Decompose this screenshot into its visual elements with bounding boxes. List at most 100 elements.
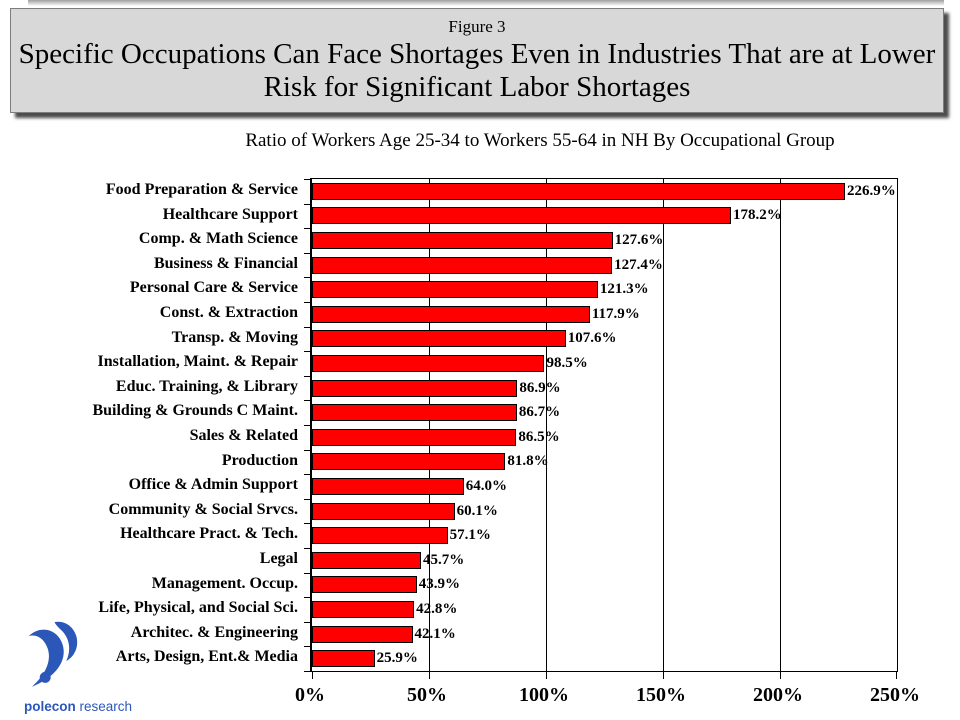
bar xyxy=(312,256,613,274)
bar-value-label: 121.3% xyxy=(599,281,649,298)
x-tick xyxy=(546,672,547,679)
bar-value-label: 117.9% xyxy=(591,305,640,322)
bar-value-label: 226.9% xyxy=(846,182,896,199)
polecon-logo xyxy=(10,608,96,705)
category-label: Legal xyxy=(259,550,298,567)
bar-value-label: 64.0% xyxy=(465,478,507,494)
x-tick xyxy=(312,672,313,679)
y-tick xyxy=(304,351,310,353)
category-label: Transp. & Moving xyxy=(171,328,298,346)
bar-value-label: 86.5% xyxy=(518,428,560,445)
bar-value-label: 60.1% xyxy=(456,502,498,519)
bar xyxy=(312,527,448,545)
bar xyxy=(312,355,545,372)
bar-value-label: 45.7% xyxy=(422,551,465,568)
bar xyxy=(312,305,590,323)
category-label: Const. & Extraction xyxy=(159,304,298,321)
category-label: Building & Grounds C Maint. xyxy=(92,402,298,420)
category-label: Architec. & Engineering xyxy=(130,623,298,641)
bar-value-label: 81.8% xyxy=(507,453,549,470)
bar xyxy=(312,453,506,471)
y-tick xyxy=(304,179,310,180)
figure-label: Figure 3 xyxy=(448,17,506,36)
bar-value-label: 43.9% xyxy=(418,576,460,593)
chart-subtitle: Ratio of Workers Age 25-34 to Workers 55… xyxy=(245,130,835,151)
category-label: Management. Occup. xyxy=(151,574,298,592)
y-tick xyxy=(304,646,310,648)
bar-value-label: 57.1% xyxy=(449,527,491,544)
y-tick xyxy=(304,523,310,525)
bar xyxy=(312,551,421,569)
polecon-logo-text: polecon research xyxy=(24,699,132,714)
x-axis-labels: 0% 50% 100% 150% 200% 250% xyxy=(295,684,920,712)
y-tick xyxy=(304,425,310,426)
category-label: Sales & Related xyxy=(189,427,298,444)
y-tick xyxy=(304,400,310,402)
bar xyxy=(312,478,464,495)
y-tick xyxy=(304,375,310,377)
y-tick xyxy=(304,572,310,574)
y-tick xyxy=(304,548,310,549)
category-label: Community & Social Srvcs. xyxy=(108,500,298,518)
bar xyxy=(312,625,413,643)
bar-value-label: 127.4% xyxy=(614,256,663,273)
y-tick xyxy=(304,449,310,451)
x-tick xyxy=(780,672,781,679)
category-label: Production xyxy=(221,451,298,469)
y-tick xyxy=(304,498,310,500)
x-tick-label: 0% xyxy=(295,684,325,706)
x-tick xyxy=(663,672,664,679)
category-label: Business & Financial xyxy=(153,254,298,272)
gridline xyxy=(546,179,547,671)
y-tick xyxy=(304,302,310,303)
x-tick-label: 50% xyxy=(407,684,447,706)
bar xyxy=(312,428,517,446)
category-label: Personal Care & Service xyxy=(129,279,298,297)
bar xyxy=(312,404,517,422)
category-axis: Food Preparation & Service Healthcare Sup… xyxy=(0,178,303,670)
gridline xyxy=(429,179,430,671)
bar-value-label: 42.8% xyxy=(416,601,458,617)
category-label: Healthcare Pract. & Tech. xyxy=(120,525,298,543)
y-tick xyxy=(304,474,310,476)
bar xyxy=(312,182,845,200)
bar-value-label: 178.2% xyxy=(732,207,782,224)
y-tick xyxy=(304,597,310,599)
y-tick xyxy=(304,671,310,672)
y-tick xyxy=(304,277,310,279)
bar xyxy=(312,207,731,225)
category-label: Educ. Training, & Library xyxy=(115,377,298,395)
bar-value-label: 86.7% xyxy=(518,404,561,421)
x-tick-label: 150% xyxy=(636,684,686,706)
category-label: Installation, Maint. & Repair xyxy=(97,353,298,371)
bar-value-label: 86.9% xyxy=(519,379,561,396)
category-label: Office & Admin Support xyxy=(128,476,298,494)
page-title: Specific Occupations Can Face Shortages … xyxy=(18,38,936,104)
bar xyxy=(312,601,415,618)
x-tick xyxy=(896,672,897,679)
bar-value-label: 107.6% xyxy=(567,330,617,347)
gridline xyxy=(663,179,664,671)
bar xyxy=(312,330,566,348)
x-tick-label: 100% xyxy=(519,684,569,706)
title-box: Figure 3 Specific Occupations Can Face S… xyxy=(10,8,944,113)
bar xyxy=(312,650,375,668)
category-label: Comp. & Math Science xyxy=(138,230,298,248)
bar-value-label: 42.1% xyxy=(414,625,456,642)
bar xyxy=(312,232,613,249)
y-tick xyxy=(304,326,310,328)
category-label: Arts, Design, Ent.& Media xyxy=(115,648,298,666)
y-tick xyxy=(304,228,310,230)
x-tick-label: 200% xyxy=(753,684,803,706)
y-tick xyxy=(304,252,310,254)
bar-value-label: 127.6% xyxy=(614,232,664,248)
x-tick xyxy=(429,672,430,679)
top-edge-shadow xyxy=(28,0,944,6)
bar-value-label: 25.9% xyxy=(376,650,418,667)
category-label: Life, Physical, and Social Sci. xyxy=(98,599,298,617)
bar xyxy=(312,576,417,594)
plot-area: 226.9% 178.2% 127.6% 127.4% 121.3% 117.9% 107.… xyxy=(304,178,898,679)
bar xyxy=(312,502,455,520)
bar xyxy=(312,379,518,397)
